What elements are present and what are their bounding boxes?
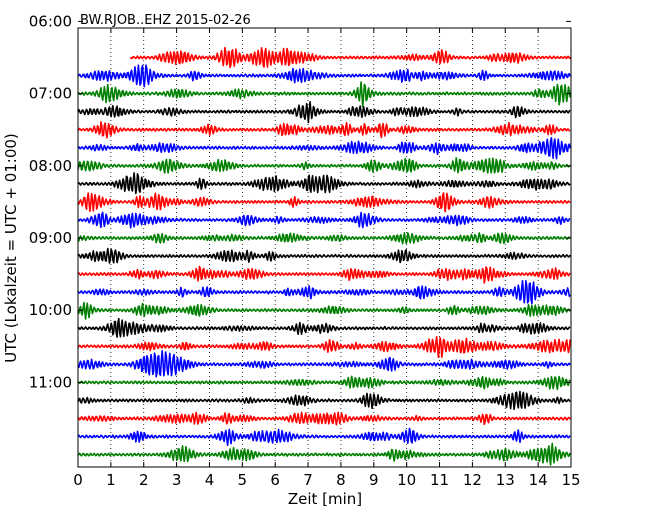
trace-line: [77, 101, 571, 124]
x-tick-label: 4: [205, 471, 215, 489]
trace-line: [77, 301, 571, 320]
y-tick-label: 08:00: [29, 157, 72, 175]
x-tick-label: 9: [369, 471, 379, 489]
trace-line: [77, 336, 571, 359]
x-tick-label: 2: [139, 471, 149, 489]
trace-line: [77, 157, 571, 174]
x-tick-label: 3: [172, 471, 182, 489]
x-tick-label: 10: [397, 471, 416, 489]
trace-line: [77, 172, 571, 195]
trace-line: [129, 46, 572, 69]
trace-line: [77, 211, 571, 229]
x-tick-label: 14: [529, 471, 548, 489]
y-tick-label: 06:00: [29, 12, 72, 30]
x-tick-label: 7: [303, 471, 313, 489]
x-tick-label: 11: [430, 471, 449, 489]
x-axis-label: Zeit [min]: [288, 490, 362, 508]
trace-line: [77, 390, 571, 411]
y-tick-label: 09:00: [29, 229, 72, 247]
trace-line: [77, 81, 571, 108]
trace-line: [77, 265, 571, 284]
x-tick-label: 0: [73, 471, 83, 489]
trace-line: [77, 136, 571, 160]
trace-line: [77, 247, 571, 264]
y-axis-ticks: 06:00 07:00 08:00 09:00 10:00 11:00: [29, 12, 571, 391]
trace-line: [77, 279, 571, 305]
trace-line: [77, 232, 571, 245]
trace-line: [77, 411, 571, 426]
trace-line: [77, 121, 571, 139]
trace-line: [77, 375, 571, 391]
trace-line: [77, 317, 571, 338]
seismogram-traces: [77, 46, 572, 466]
trace-line: [77, 427, 571, 447]
y-tick-label: 10:00: [29, 301, 72, 319]
trace-line: [77, 442, 571, 466]
plot-frame: [77, 27, 572, 468]
y-axis-label: UTC (Lokalzeit = UTC + 01:00): [2, 133, 20, 363]
y-tick-label: 07:00: [29, 85, 72, 103]
x-tick-label: 13: [496, 471, 515, 489]
x-tick-label: 12: [463, 471, 482, 489]
x-tick-label: 6: [270, 471, 280, 489]
trace-line: [77, 64, 571, 88]
x-tick-label: 8: [336, 471, 346, 489]
trace-line: [77, 192, 571, 213]
trace-line: [77, 350, 571, 378]
x-axis-ticks: 0 1 2 3 4 5 6 7 8 9 10 11 12 13 14 15: [73, 28, 581, 489]
x-tick-label: 15: [561, 471, 580, 489]
chart-title: BW.RJOB..EHZ 2015-02-26: [80, 13, 251, 28]
y-tick-label: 11:00: [29, 373, 72, 391]
x-tick-label: 1: [106, 471, 116, 489]
x-tick-label: 5: [238, 471, 248, 489]
